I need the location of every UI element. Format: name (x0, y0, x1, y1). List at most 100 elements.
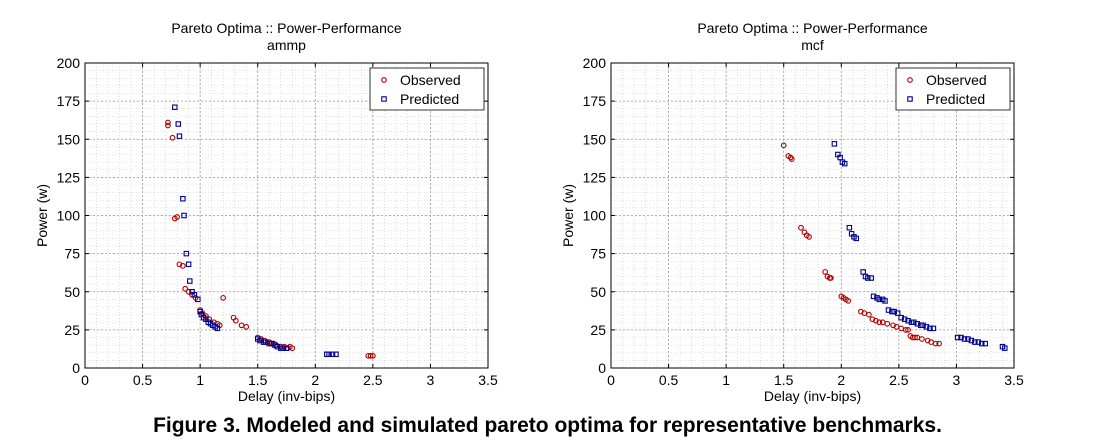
predicted-point (172, 104, 178, 110)
y-tick-label: 175 (583, 93, 607, 109)
predicted-point (187, 278, 193, 284)
legend-observed-marker (381, 77, 387, 83)
series-predicted (172, 104, 339, 358)
series-predicted (831, 141, 1008, 351)
observed-point (182, 285, 189, 292)
legend-box (369, 67, 485, 111)
observed-point (788, 156, 795, 162)
predicted-point (882, 298, 888, 304)
observed-point (174, 214, 180, 220)
legend-box (895, 67, 1011, 111)
y-tick-label: 75 (64, 246, 80, 262)
predicted-point (831, 141, 838, 147)
predicted-point (920, 322, 926, 329)
legend-label-observed: Observed (926, 72, 987, 88)
observed-point (822, 269, 829, 275)
observed-point (243, 323, 250, 330)
y-tick-label: 25 (64, 322, 80, 338)
predicted-point (972, 339, 978, 345)
predicted-point (176, 133, 183, 139)
x-tick-label: 3.5 (1004, 372, 1024, 388)
x-tick-label: 0 (81, 372, 89, 388)
x-tick-label: 0.5 (133, 372, 153, 388)
y-tick-label: 25 (590, 322, 606, 338)
predicted-point (257, 337, 263, 344)
predicted-point (181, 212, 187, 219)
predicted-point (979, 340, 985, 347)
observed-point (798, 224, 804, 231)
chart-title: Pareto Optima :: Power-Performance (171, 20, 402, 36)
observed-point (876, 319, 883, 326)
predicted-point (911, 319, 917, 325)
y-tick-label: 200 (583, 55, 607, 71)
series-observed (780, 142, 943, 347)
x-tick-label: 3.5 (478, 372, 498, 388)
x-tick-label: 2.5 (889, 372, 909, 388)
predicted-point (898, 314, 904, 321)
chart-subtitle: ammp (267, 37, 306, 53)
predicted-point (923, 324, 930, 330)
predicted-point (876, 296, 883, 303)
predicted-point (185, 261, 192, 268)
predicted-point (958, 334, 964, 341)
predicted-point (914, 321, 921, 327)
observed-point (165, 122, 171, 129)
observed-point (884, 320, 891, 327)
predicted-point (214, 325, 221, 332)
figure-caption: Figure 3. Modeled and simulated pareto o… (153, 414, 942, 437)
y-tick-label: 150 (583, 131, 607, 147)
y-tick-label: 125 (57, 169, 81, 185)
x-tick-label: 1.5 (248, 372, 268, 388)
observed-point (220, 295, 227, 301)
x-tick-label: 1 (722, 372, 730, 388)
observed-point (169, 134, 176, 141)
predicted-point (975, 339, 982, 345)
predicted-point (175, 121, 182, 127)
predicted-point (263, 339, 269, 345)
predicted-point (195, 296, 201, 303)
predicted-point (274, 343, 281, 350)
legend-predicted-marker (907, 96, 913, 102)
predicted-point (885, 307, 892, 313)
y-tick-label: 100 (583, 208, 607, 224)
predicted-point (197, 308, 203, 315)
observed-point (367, 352, 374, 359)
y-tick-label: 50 (64, 284, 80, 300)
x-tick-label: 2.5 (363, 372, 383, 388)
predicted-point (954, 334, 961, 341)
y-tick-label: 150 (57, 131, 81, 147)
y-tick-label: 200 (57, 55, 81, 71)
legend-observed-marker (907, 77, 913, 83)
y-tick-label: 175 (57, 93, 81, 109)
predicted-point (927, 325, 933, 332)
observed-point (828, 275, 834, 281)
predicted-point (1002, 345, 1008, 351)
observed-point (919, 336, 925, 342)
predicted-point (841, 160, 848, 167)
observed-point (780, 142, 787, 149)
observed-point (905, 327, 911, 333)
observed-point (936, 340, 943, 347)
legend-label-observed: Observed (400, 72, 461, 88)
predicted-point (326, 351, 332, 358)
observed-point (370, 352, 376, 359)
predicted-point (961, 336, 968, 342)
chart-ammp: 0 0.5 1 1.5 2 2.5 3 3.5 0 25 50 75 100 125 150 175 200 Pa… (34, 20, 498, 404)
y-tick-label: 75 (590, 246, 606, 262)
x-axis-label: Delay (inv-bips) (238, 388, 335, 404)
chart-mcf: 0 0.5 1 1.5 2 2.5 3 3.5 0 25 50 75 100 125 150 175 200 Pa… (560, 20, 1024, 404)
legend: Observed Predicted (895, 67, 1011, 111)
predicted-point (333, 351, 339, 358)
predicted-point (901, 316, 908, 322)
y-axis-label: Power (w) (34, 184, 50, 247)
y-tick-label: 50 (590, 284, 606, 300)
x-tick-label: 0 (607, 372, 615, 388)
observed-point (232, 317, 239, 324)
chart-title: Pareto Optima :: Power-Performance (697, 20, 928, 36)
predicted-point (965, 336, 971, 342)
y-tick-label: 0 (72, 360, 80, 376)
predicted-point (280, 345, 286, 351)
legend: Observed Predicted (369, 67, 485, 111)
y-axis-label: Power (w) (560, 184, 576, 247)
predicted-point (870, 293, 877, 300)
